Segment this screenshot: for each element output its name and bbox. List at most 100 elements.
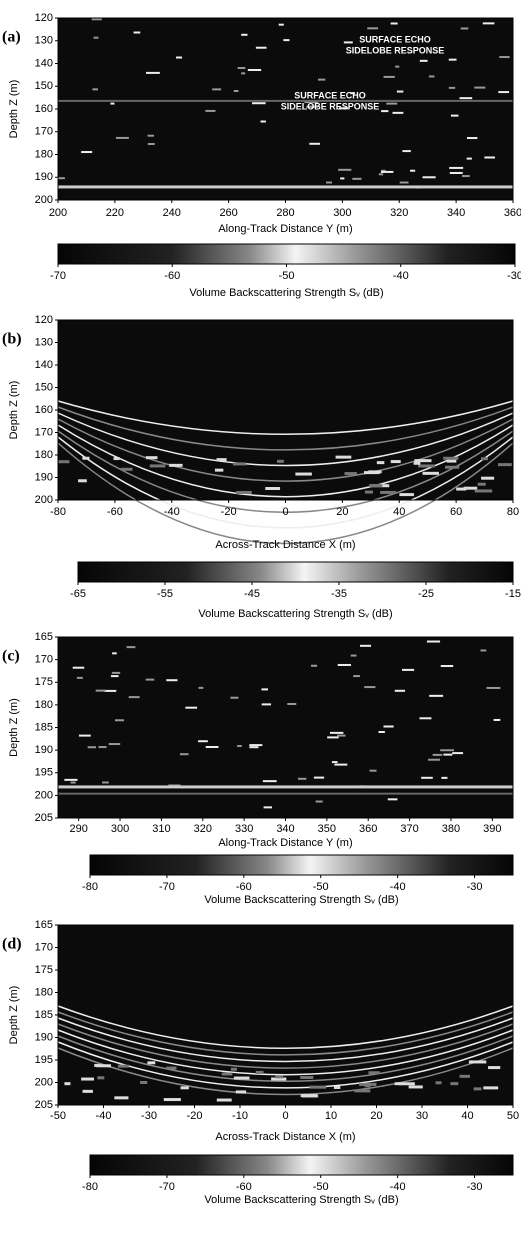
echo	[271, 1077, 287, 1081]
x-axis-label: Along-Track Distance Y (m)	[218, 837, 352, 849]
echo	[205, 109, 216, 112]
echo	[360, 644, 372, 647]
colorbar-tick-label: -30	[467, 1181, 483, 1193]
echo	[449, 171, 463, 174]
echo	[304, 101, 319, 104]
echo	[428, 75, 435, 78]
arc	[57, 436, 514, 529]
echo	[394, 1082, 402, 1086]
echo	[419, 59, 428, 62]
echo	[429, 694, 444, 697]
x-tick-label: 330	[235, 823, 253, 835]
y-tick-label: 200	[35, 194, 53, 206]
arc	[57, 418, 514, 482]
surface-band	[58, 785, 513, 789]
echo	[326, 181, 332, 184]
echo	[133, 31, 141, 34]
echo	[443, 753, 453, 756]
x-tick-label: 50	[507, 1110, 519, 1122]
echo	[474, 489, 493, 493]
y-tick-label: 150	[35, 80, 53, 92]
y-tick-label: 150	[35, 381, 53, 393]
arc	[57, 1005, 514, 1050]
colorbar-tick-label: -70	[159, 1181, 175, 1193]
echo	[399, 493, 414, 497]
y-axis-label: Depth Z (m)	[8, 698, 20, 757]
echo	[463, 486, 478, 490]
echo	[394, 689, 406, 692]
echo	[432, 753, 443, 756]
panel-label: (d)	[2, 936, 22, 953]
echo	[380, 490, 397, 494]
echo	[145, 71, 160, 74]
y-tick-label: 140	[35, 359, 53, 371]
echo	[216, 1098, 232, 1102]
echo	[78, 479, 87, 483]
echo	[378, 173, 384, 176]
arc	[57, 400, 514, 436]
echo	[459, 97, 473, 100]
arc	[57, 430, 514, 513]
echo	[262, 780, 277, 783]
x-tick-label: 20	[370, 1110, 382, 1122]
echo	[298, 777, 307, 780]
echo	[468, 1060, 487, 1064]
x-tick-label: -80	[50, 506, 66, 518]
y-tick-label: 160	[35, 404, 53, 416]
y-tick-label: 185	[35, 721, 53, 733]
echo	[378, 731, 385, 734]
colorbar-tick-label: -40	[390, 1181, 406, 1193]
x-tick-label: 20	[336, 506, 348, 518]
echo	[145, 456, 158, 460]
echo	[163, 1098, 181, 1102]
echo	[235, 1090, 247, 1094]
y-tick-label: 195	[35, 1054, 53, 1066]
echo	[350, 92, 355, 95]
x-tick-label: 360	[359, 823, 377, 835]
colorbar-tick-label: -80	[82, 881, 98, 893]
y-tick-label: 200	[35, 1076, 53, 1088]
echo	[422, 471, 439, 475]
echo	[331, 761, 338, 764]
echo	[237, 745, 242, 748]
echo	[175, 56, 183, 59]
echo	[448, 58, 457, 61]
echo	[428, 758, 440, 761]
colorbar-tick-label: -70	[159, 881, 175, 893]
annotation: SIDELOBE RESPONSE	[281, 101, 380, 111]
y-tick-label: 190	[35, 1031, 53, 1043]
echo	[110, 675, 119, 678]
echo	[255, 46, 267, 49]
y-tick-label: 120	[35, 314, 53, 326]
echo	[369, 769, 377, 772]
x-tick-label: 320	[390, 207, 408, 219]
echo	[126, 646, 136, 649]
y-tick-label: 205	[35, 1099, 53, 1111]
echo	[402, 150, 411, 153]
y-tick-label: 200	[35, 789, 53, 801]
echo	[249, 746, 259, 749]
echo	[408, 1085, 423, 1089]
x-tick-label: -10	[232, 1110, 248, 1122]
echo	[380, 170, 394, 173]
x-tick-label: 220	[106, 207, 124, 219]
echo	[103, 689, 117, 692]
echo	[277, 459, 284, 463]
colorbar-tick-label: -45	[244, 588, 260, 600]
echo	[443, 456, 459, 460]
echo	[112, 652, 117, 655]
echo	[474, 86, 486, 89]
echo	[300, 1076, 314, 1080]
x-tick-label: 340	[276, 823, 294, 835]
echo	[466, 137, 478, 140]
y-tick-label: 185	[35, 1009, 53, 1021]
echo	[350, 654, 357, 657]
echo	[58, 460, 70, 464]
colorbar-tick-label: -65	[70, 588, 86, 600]
echo	[413, 461, 421, 465]
echo	[265, 487, 281, 491]
y-tick-label: 170	[35, 654, 53, 666]
colorbar-tick-label: -30	[467, 881, 483, 893]
echo	[493, 718, 501, 721]
echo	[241, 33, 248, 36]
